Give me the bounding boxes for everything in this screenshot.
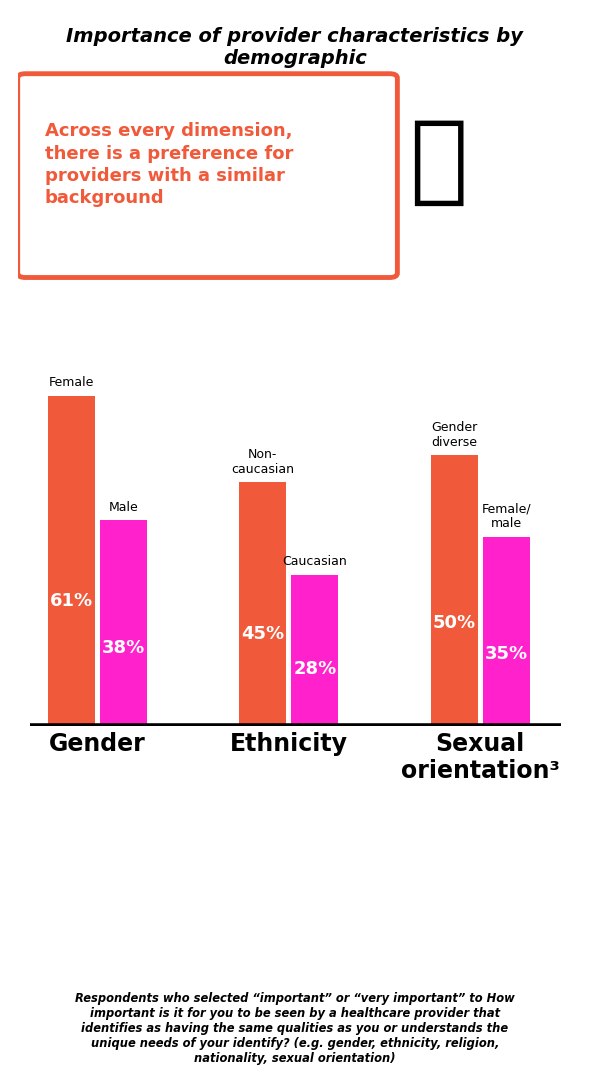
Text: Caucasian: Caucasian xyxy=(283,555,347,568)
Bar xyxy=(431,455,478,726)
Text: Respondents who selected “important” or “very important” to How
important is it : Respondents who selected “important” or … xyxy=(75,992,515,1064)
Text: 🫶: 🫶 xyxy=(409,116,467,209)
Text: Importance of provider characteristics by
demographic: Importance of provider characteristics b… xyxy=(67,27,523,68)
Bar xyxy=(291,575,338,726)
Text: Ethnicity: Ethnicity xyxy=(230,732,348,756)
Bar xyxy=(48,396,95,726)
Text: 50%: 50% xyxy=(432,615,476,632)
Bar xyxy=(240,482,286,726)
Text: Female: Female xyxy=(49,376,94,389)
Text: 35%: 35% xyxy=(484,645,527,663)
Text: 61%: 61% xyxy=(50,592,93,609)
FancyBboxPatch shape xyxy=(18,74,398,278)
Text: 38%: 38% xyxy=(101,638,145,657)
Text: Male: Male xyxy=(109,501,138,514)
Text: Female/
male: Female/ male xyxy=(481,502,531,530)
Text: Gender: Gender xyxy=(49,732,146,756)
Bar xyxy=(483,537,530,726)
Bar xyxy=(100,520,147,726)
Text: Non-
caucasian: Non- caucasian xyxy=(231,448,294,476)
Text: Sexual
orientation³: Sexual orientation³ xyxy=(401,732,559,784)
Text: 28%: 28% xyxy=(293,659,336,678)
Text: Across every dimension,
there is a preference for
providers with a similar
backg: Across every dimension, there is a prefe… xyxy=(45,122,293,207)
Text: 45%: 45% xyxy=(241,624,284,643)
Text: Gender
diverse: Gender diverse xyxy=(431,421,477,449)
